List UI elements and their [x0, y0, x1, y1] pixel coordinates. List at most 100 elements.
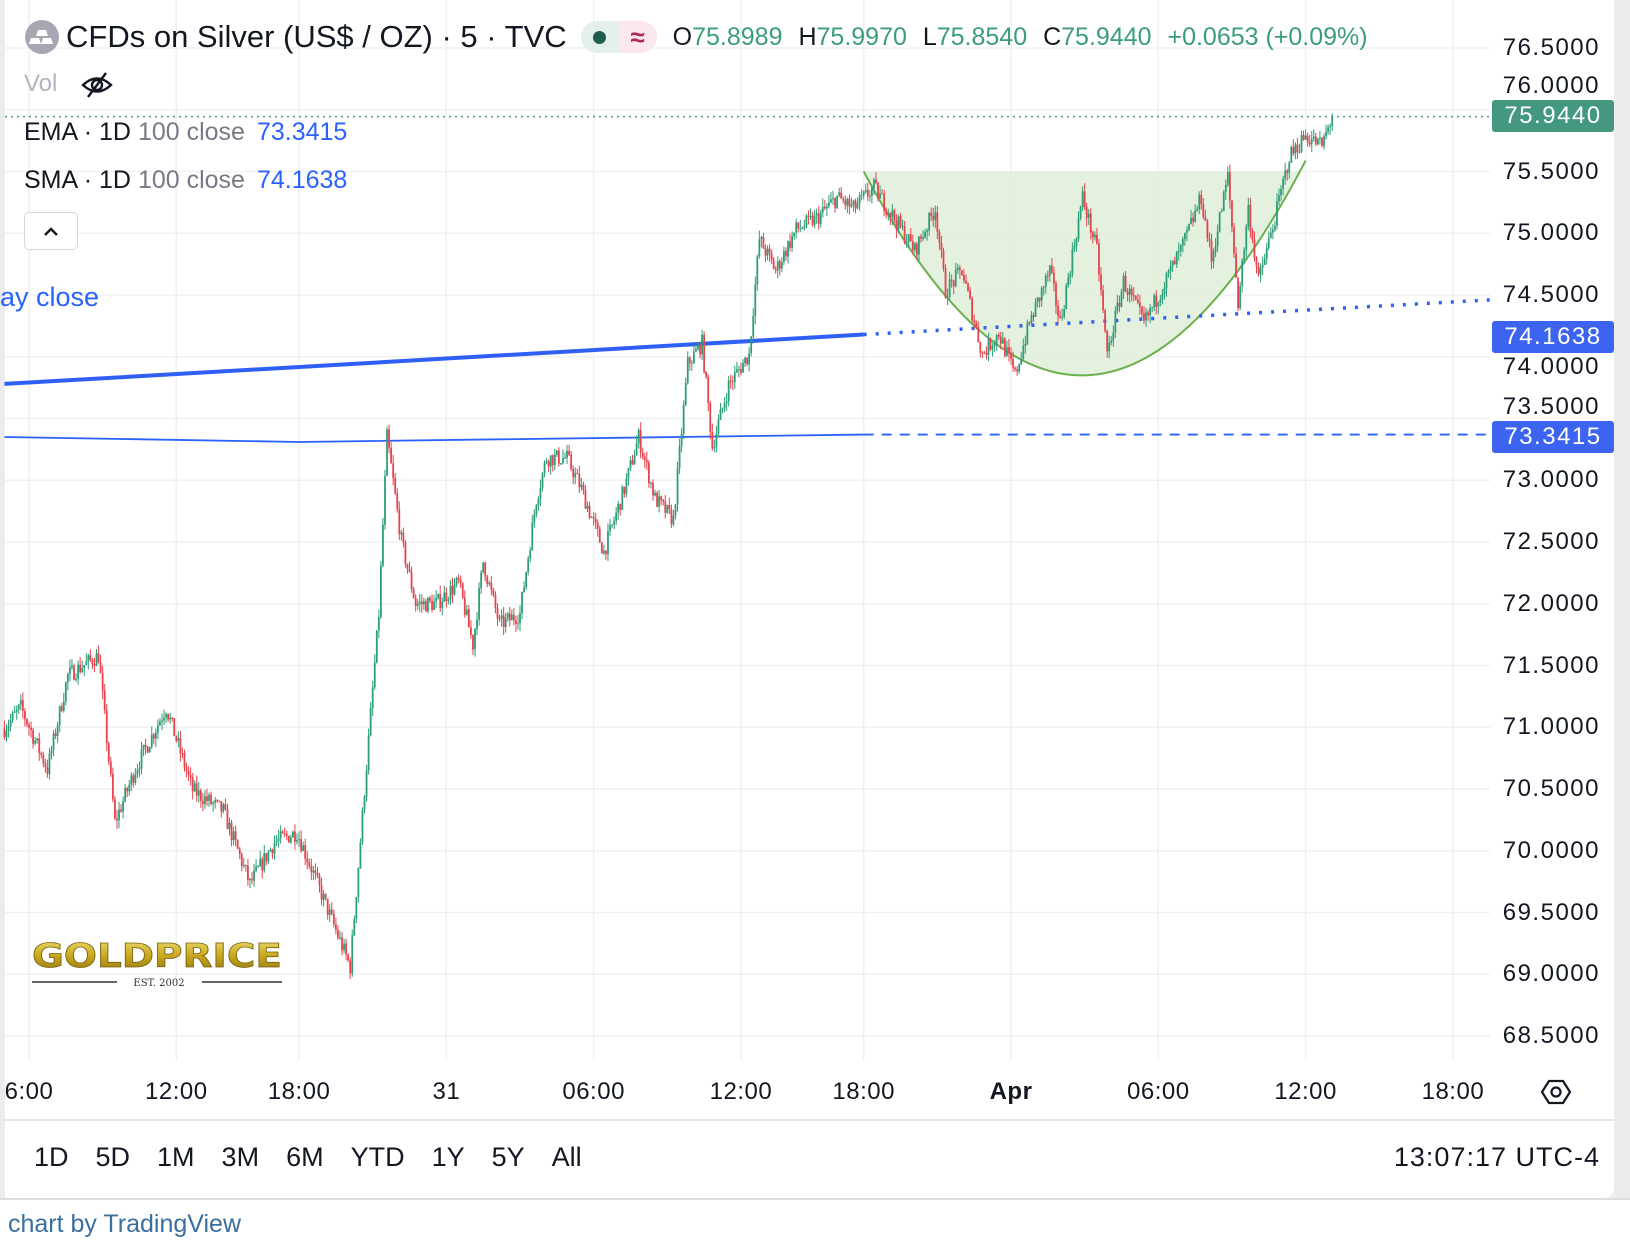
candle: [742, 363, 744, 373]
range-button-5y[interactable]: 5Y: [491, 1142, 525, 1172]
candle: [339, 937, 341, 939]
candle: [1048, 265, 1051, 276]
candle: [1051, 265, 1053, 273]
candle: [735, 369, 738, 373]
candle: [181, 753, 184, 755]
candle: [1161, 294, 1164, 300]
candle: [512, 614, 515, 621]
range-button-1m[interactable]: 1M: [157, 1142, 195, 1172]
ema-legend[interactable]: EMA · 1D 100 close 73.3415: [24, 118, 348, 146]
volume-label[interactable]: Vol: [24, 70, 58, 97]
candle: [1245, 226, 1248, 250]
candle: [525, 572, 528, 588]
candle: [261, 858, 264, 871]
range-button-3m[interactable]: 3M: [221, 1142, 260, 1172]
ohlc-legend: O75.8989 H75.9970 L75.8540 C75.9440 +0.0…: [672, 22, 1368, 51]
candle: [956, 267, 959, 270]
candle: [848, 198, 851, 207]
candle: [639, 429, 642, 453]
open-value: 75.8989: [692, 22, 783, 51]
candle: [783, 250, 785, 263]
candle: [1196, 209, 1199, 211]
candle: [547, 461, 550, 467]
range-button-all[interactable]: All: [551, 1142, 582, 1172]
candle: [627, 468, 630, 479]
candle: [140, 749, 143, 769]
candle: [52, 733, 55, 751]
candle: [519, 612, 521, 624]
candle: [38, 738, 41, 753]
gear-icon[interactable]: [1540, 1078, 1572, 1111]
candle: [928, 212, 931, 231]
candle: [631, 460, 634, 465]
candle: [791, 236, 793, 248]
candle: [1316, 138, 1319, 145]
candle: [175, 736, 178, 741]
candle: [271, 849, 274, 854]
range-button-1d[interactable]: 1D: [34, 1142, 69, 1172]
last-price-badge: 75.9440: [1492, 100, 1614, 132]
candle: [304, 845, 307, 859]
price-tick-label: 76.0000: [1502, 72, 1600, 99]
candle: [208, 794, 210, 802]
price-chart[interactable]: [0, 0, 1630, 1120]
silver-bars-icon[interactable]: [25, 20, 59, 54]
candle: [609, 525, 611, 532]
candle: [404, 542, 407, 564]
candle: [633, 455, 636, 465]
candle: [457, 577, 460, 580]
time-tick-label: 12:00: [1274, 1078, 1337, 1105]
time-tick-label: 6:00: [4, 1078, 54, 1105]
candle: [594, 518, 597, 523]
candle: [1149, 308, 1152, 316]
sma-legend[interactable]: SMA · 1D 100 close 74.1638: [24, 166, 348, 194]
candle: [1310, 138, 1313, 145]
candle: [128, 784, 131, 792]
price-tick-label: 75.5000: [1502, 157, 1600, 185]
candle: [1003, 338, 1006, 356]
range-button-ytd[interactable]: YTD: [350, 1142, 405, 1172]
candle: [1278, 195, 1280, 202]
candle: [253, 870, 255, 881]
candle: [531, 522, 534, 551]
candle: [600, 542, 603, 554]
range-button-1y[interactable]: 1Y: [431, 1142, 465, 1172]
candle: [836, 195, 839, 208]
candle: [973, 320, 976, 323]
candle: [658, 496, 661, 507]
candle: [1087, 213, 1090, 219]
candle: [1190, 218, 1192, 224]
price-tick-label: 68.5000: [1502, 1022, 1600, 1049]
candle: [690, 363, 693, 365]
candle: [670, 508, 673, 525]
candle: [1169, 266, 1172, 272]
candle: [357, 868, 360, 898]
eye-off-icon[interactable]: [80, 70, 114, 100]
candle: [987, 339, 990, 355]
range-button-6m[interactable]: 6M: [286, 1142, 324, 1172]
candle: [799, 228, 802, 230]
candle: [363, 796, 366, 810]
chevron-up-icon: [44, 227, 58, 236]
candle: [873, 179, 875, 189]
candle: [721, 407, 724, 410]
candle: [752, 315, 755, 337]
candle: [66, 673, 69, 683]
candle: [332, 913, 335, 925]
candle: [1157, 302, 1160, 307]
candle: [1327, 127, 1330, 132]
candle: [201, 800, 204, 805]
tradingview-attribution-link[interactable]: chart by TradingView: [8, 1210, 241, 1238]
candle: [226, 809, 229, 830]
sma-price-badge: 74.1638: [1492, 321, 1614, 353]
market-status-pill[interactable]: ≈: [580, 21, 657, 53]
range-button-5d[interactable]: 5D: [95, 1142, 131, 1172]
candle: [588, 505, 591, 518]
low-value: 75.8540: [936, 22, 1028, 51]
candle: [414, 597, 417, 607]
candle: [259, 858, 262, 867]
candle: [1010, 353, 1012, 359]
symbol-title[interactable]: CFDs on Silver (US$ / OZ) · 5 · TVC: [66, 19, 567, 54]
candle: [433, 601, 435, 610]
collapse-legend-button[interactable]: [24, 212, 78, 250]
